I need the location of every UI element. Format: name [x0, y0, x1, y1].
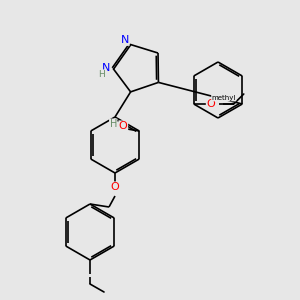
- Text: H: H: [98, 70, 104, 79]
- Text: N: N: [121, 35, 129, 45]
- Text: O: O: [119, 121, 128, 131]
- Text: O: O: [111, 182, 119, 192]
- Text: N: N: [102, 63, 110, 74]
- Text: O: O: [206, 99, 215, 109]
- Text: methyl: methyl: [212, 95, 236, 101]
- Text: H: H: [110, 119, 117, 129]
